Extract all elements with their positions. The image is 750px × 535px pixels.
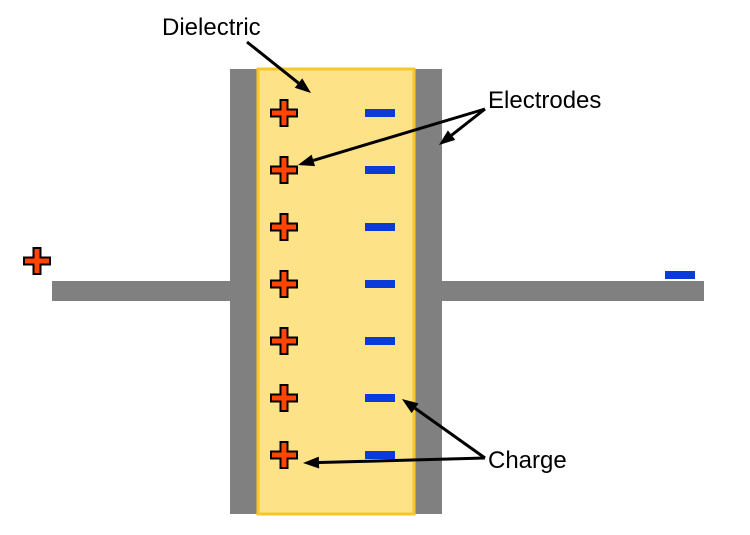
right-electrode-plate: [414, 69, 442, 514]
minus-charge-4: [365, 337, 395, 345]
minus-charge-0: [365, 109, 395, 117]
left-wire: [52, 281, 230, 301]
minus-charge-6: [365, 451, 395, 459]
external-plus-icon: [24, 248, 50, 274]
minus-charge-3: [365, 280, 395, 288]
label-dielectric: Dielectric: [162, 14, 261, 41]
label-charge: Charge: [488, 447, 567, 474]
label-electrodes: Electrodes: [488, 87, 601, 114]
minus-charge-1: [365, 166, 395, 174]
minus-charge-2: [365, 223, 395, 231]
right-wire: [442, 281, 704, 301]
minus-charge-5: [365, 394, 395, 402]
left-electrode-plate: [230, 69, 258, 514]
external-minus-icon: [665, 271, 695, 279]
